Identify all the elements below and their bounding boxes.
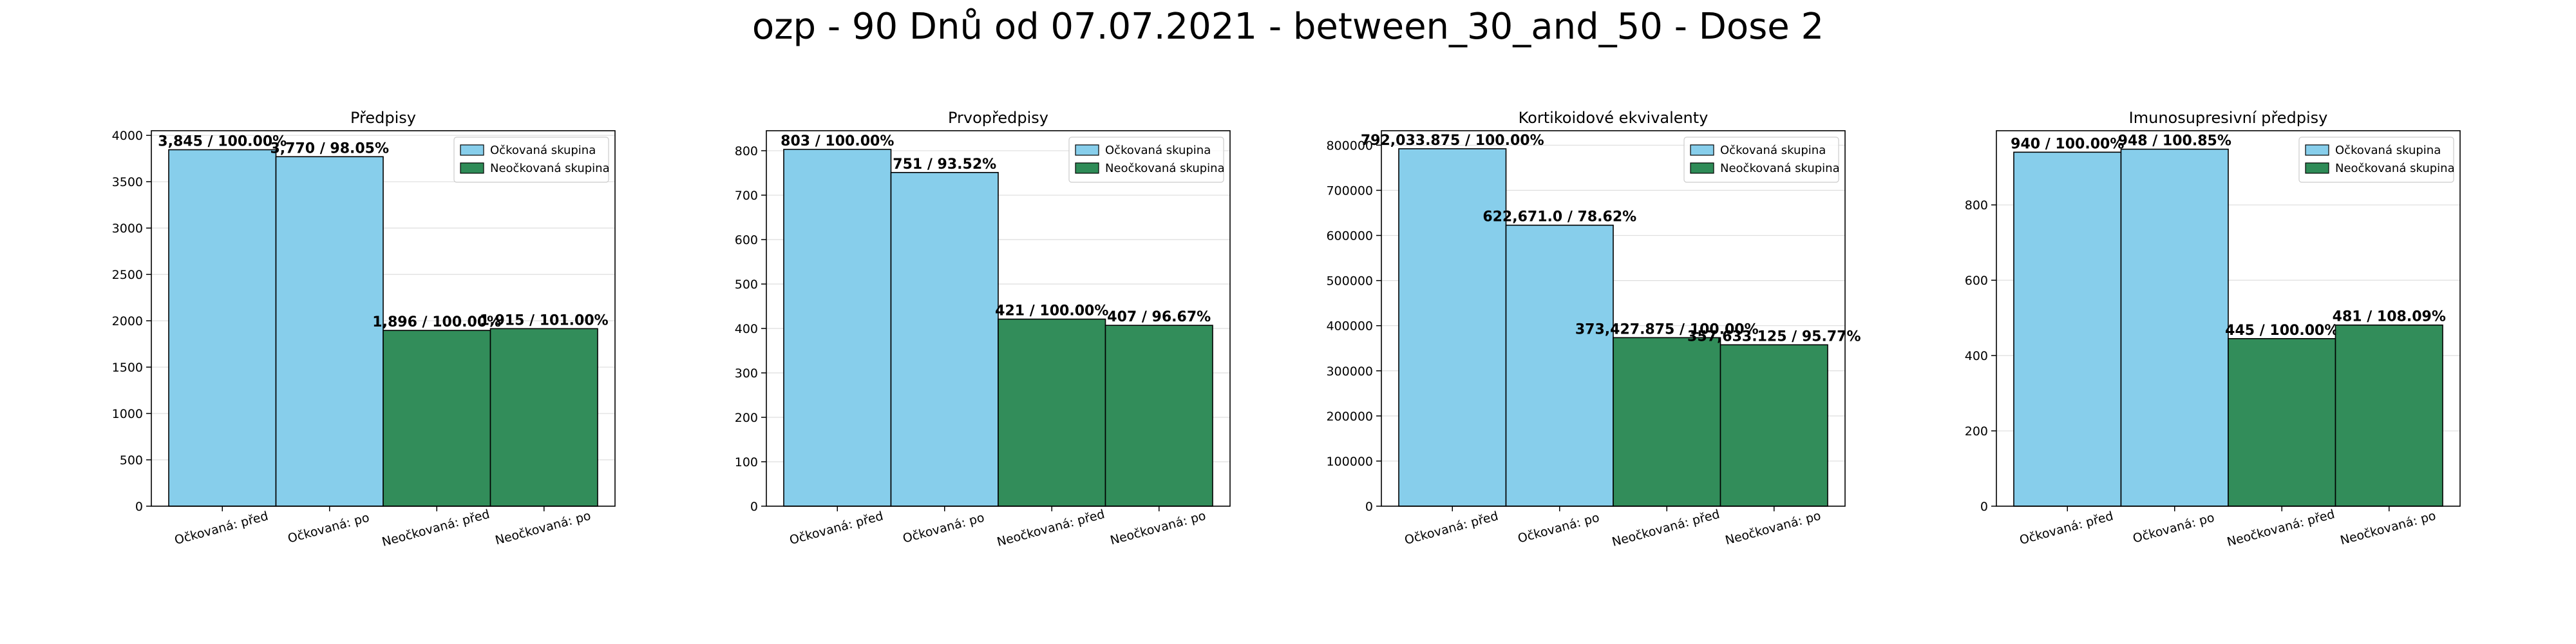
legend-swatch [460,144,484,156]
bar [2120,148,2229,507]
y-tick-label: 1500 [112,361,143,375]
bar-value-label: 940 / 100.00% [2011,136,2124,152]
bar-value-label: 421 / 100.00% [995,303,1108,319]
legend-box [2298,137,2454,183]
legend-swatch [460,162,484,174]
y-tick-label: 800 [1965,198,1988,213]
bar [1398,148,1507,507]
bar [2013,151,2122,507]
bar [998,318,1106,507]
y-tick-label: 2500 [112,268,143,282]
y-tick-label: 500000 [1326,274,1373,289]
bar-value-label: 481 / 108.09% [2333,309,2446,325]
bar [489,328,598,507]
legend-swatch [1690,162,1714,174]
y-tick-label: 600000 [1326,229,1373,243]
y-tick-label: 800000 [1326,138,1373,153]
bar-value-label: 373,427.875 / 100.00% [1575,321,1759,337]
legend-label: Očkovaná skupina [2335,144,2441,157]
y-tick-label: 2000 [112,314,143,328]
bar-value-label: 1,896 / 100.00% [372,314,501,330]
legend-label: Očkovaná skupina [1720,144,1826,157]
bar [168,149,277,507]
legend-label: Očkovaná skupina [490,144,596,157]
y-tick-label: 400000 [1326,319,1373,334]
bar [890,172,999,507]
bar [1505,224,1614,507]
bar-value-label: 622,671.0 / 78.62% [1482,209,1636,225]
legend-swatch [2305,162,2329,174]
y-tick-label: 0 [1365,500,1373,514]
y-tick-label: 400 [735,322,758,336]
bar [383,330,491,507]
legend-label: Neočkovaná skupina [1105,162,1225,175]
y-tick-label: 300 [735,366,758,381]
bar [1104,325,1213,507]
y-tick-label: 0 [750,500,758,514]
bar-value-label: 803 / 100.00% [781,133,894,149]
bar-value-label: 751 / 93.52% [893,156,996,173]
legend-swatch [1075,162,1099,174]
legend-label: Neočkovaná skupina [490,162,610,175]
legend-box [1068,137,1224,183]
legend-label: Neočkovaná skupina [1720,162,1840,175]
chart-title: Imunosupresivní předpisy [2129,109,2328,127]
y-tick-label: 100000 [1326,455,1373,469]
bar-value-label: 3,770 / 98.05% [270,140,389,156]
figure-suptitle: ozp - 90 Dnů od 07.07.2021 - between_30_… [752,6,1824,48]
legend-box [453,137,609,183]
y-tick-label: 700000 [1326,184,1373,198]
bar [1719,344,1828,507]
bar [1613,337,1721,507]
bar-value-label: 445 / 100.00% [2225,323,2338,339]
y-tick-label: 800 [735,144,758,158]
y-tick-label: 200000 [1326,410,1373,424]
y-tick-label: 500 [735,278,758,292]
y-tick-label: 600 [735,233,758,247]
chart-title: Kortikoidové ekvivalenty [1519,109,1709,127]
bar [2228,337,2336,507]
y-tick-label: 0 [1980,500,1988,514]
axes-frame [1996,130,2461,507]
bar-value-label: 407 / 96.67% [1107,309,1211,325]
y-tick-label: 500 [120,453,143,468]
legend-box [1683,137,1839,183]
y-tick-label: 600 [1965,274,1988,288]
bar [275,156,384,507]
y-tick-label: 400 [1965,349,1988,363]
legend-swatch [2305,144,2329,156]
axes-frame [766,130,1231,507]
chart-title: Předpisy [350,109,416,127]
bar-value-label: 948 / 100.85% [2118,133,2231,149]
legend-label: Neočkovaná skupina [2335,162,2455,175]
y-tick-label: 3500 [112,175,143,189]
y-tick-label: 1000 [112,407,143,421]
legend-swatch [1075,144,1099,156]
y-tick-label: 700 [735,189,758,203]
axes-frame [151,130,616,507]
bar [2334,324,2443,507]
bar-value-label: 1,915 / 101.00% [480,312,609,328]
legend-label: Očkovaná skupina [1105,144,1211,157]
bar-value-label: 792,033.875 / 100.00% [1361,133,1544,149]
y-tick-label: 100 [735,455,758,469]
legend-swatch [1690,144,1714,156]
y-tick-label: 0 [135,500,143,514]
bar [783,149,892,507]
y-tick-label: 200 [735,411,758,425]
y-tick-label: 300000 [1326,365,1373,379]
chart-title: Prvopředpisy [948,109,1048,127]
y-tick-label: 3000 [112,222,143,236]
bar-value-label: 3,845 / 100.00% [158,134,287,150]
y-tick-label: 200 [1965,424,1988,439]
axes-frame [1381,130,1846,507]
bar-value-label: 357,633.125 / 95.77% [1687,328,1861,345]
y-tick-label: 4000 [112,129,143,143]
